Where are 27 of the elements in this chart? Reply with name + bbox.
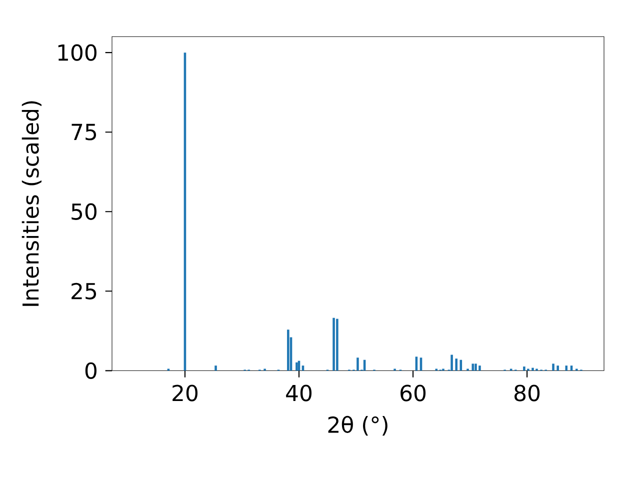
bar — [336, 318, 338, 371]
bar — [556, 366, 559, 371]
bar — [356, 358, 359, 371]
x-tick-label: 40 — [286, 384, 312, 402]
y-tick-label: 75 — [72, 124, 96, 140]
x-tick-label: 80 — [514, 384, 540, 402]
x-tick-label: 60 — [400, 384, 426, 402]
bar — [532, 368, 534, 371]
x-tick-label: 20 — [172, 384, 198, 402]
bar — [214, 366, 217, 371]
bar — [455, 358, 458, 371]
bar — [552, 364, 554, 371]
x-axis-title: 2θ (°) — [328, 416, 388, 436]
y-tick-label: 0 — [85, 362, 96, 379]
bar — [332, 318, 335, 371]
bar — [472, 364, 474, 371]
y-tick-label: 50 — [72, 203, 96, 220]
y-tick-label: 25 — [72, 282, 96, 300]
bar — [478, 366, 481, 371]
y-axis-title: Intensities (scaled) — [22, 101, 42, 306]
bar — [296, 362, 298, 371]
bar — [287, 330, 290, 371]
bar — [523, 366, 526, 371]
bar — [474, 364, 477, 371]
bar — [450, 354, 453, 371]
bar — [565, 366, 568, 371]
y-tick-label: 100 — [58, 44, 96, 61]
